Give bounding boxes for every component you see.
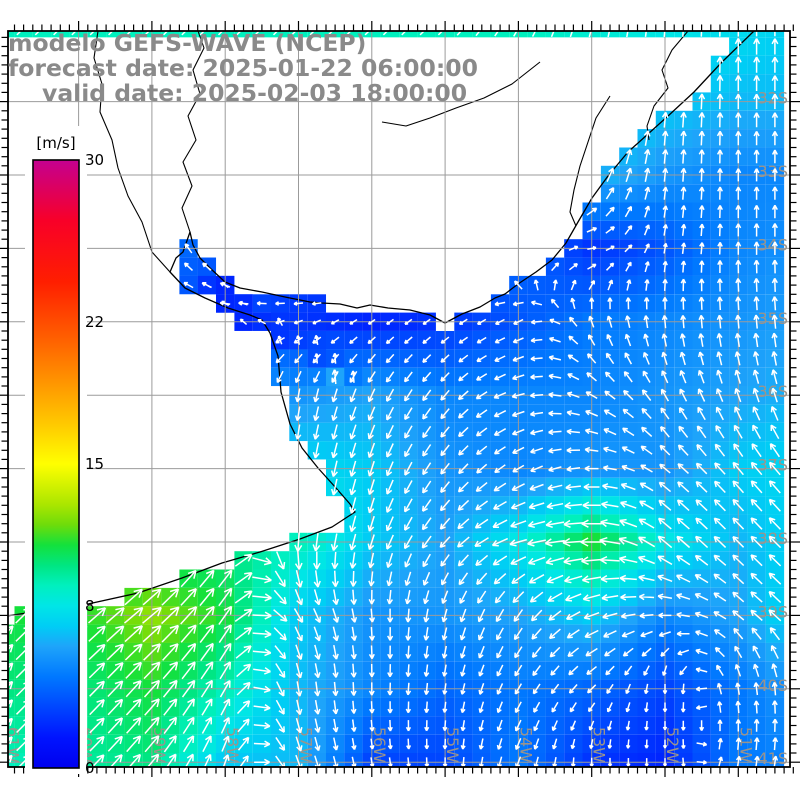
- wave-cell: [106, 31, 125, 38]
- wave-cell: [307, 31, 327, 38]
- wave-cell: [326, 31, 345, 38]
- colorbar-tick-label: 0: [85, 759, 95, 777]
- wave-cell: [8, 31, 15, 38]
- wave-cell: [51, 31, 70, 38]
- wave-cell: [179, 31, 198, 38]
- colorbar-tick-label: 30: [85, 151, 104, 169]
- colorbar-unit-label: [m/s]: [36, 134, 75, 152]
- axis-ticks: [0, 21, 800, 777]
- colorbar: [m/s] 30 22 15 8 0: [25, 126, 104, 777]
- forecast-date-line: forecast date: 2025-01-22 06:00:00: [8, 54, 478, 82]
- colorbar-gradient: [32, 159, 80, 769]
- coastline: [381, 61, 541, 127]
- wave-cell: [399, 31, 418, 38]
- wave-cell: [454, 31, 473, 38]
- coastline: [8, 31, 755, 617]
- colorbar-tick-label: 15: [85, 455, 104, 473]
- wave-cell: [381, 31, 400, 38]
- chart-title: modelo GEFS-WAVE (NCEP): [8, 29, 366, 57]
- colorbar-tick-label: 22: [85, 313, 104, 331]
- lon-label: 61W: [3, 727, 22, 763]
- wave-cell: [87, 31, 107, 38]
- wave-cell: [124, 31, 143, 38]
- wave-cell: [252, 31, 272, 38]
- map-frame-layer: [0, 21, 800, 777]
- lon-label: 59W: [150, 727, 169, 763]
- coastline: [93, 31, 171, 273]
- coastline: [646, 31, 689, 141]
- wave-cell: [545, 31, 565, 38]
- lon-label: 54W: [516, 727, 535, 763]
- coastline-layer: [8, 31, 755, 617]
- wave-cell: [161, 31, 180, 38]
- wave-cell: [8, 734, 15, 754]
- wave-cell: [600, 31, 620, 38]
- wave-cell: [14, 31, 33, 38]
- lon-label: 53W: [590, 727, 609, 763]
- wave-cell: [8, 698, 15, 717]
- lon-label: 51W: [736, 727, 755, 763]
- wave-cell: [197, 753, 217, 767]
- wave-cell: [417, 31, 436, 38]
- wave-cell: [8, 716, 15, 735]
- wind-arrows-layer: [8, 31, 782, 767]
- lon-label: 52W: [663, 727, 682, 763]
- valid-date-line: valid date: 2025-02-03 18:00:00: [42, 79, 467, 107]
- title-block: modelo GEFS-WAVE (NCEP) forecast date: 2…: [8, 29, 478, 107]
- wave-cell: [32, 31, 52, 38]
- lon-label: 56W: [370, 727, 389, 763]
- coastline: [569, 95, 611, 227]
- wave-cell: [527, 31, 546, 38]
- colorbar-tick-label: 8: [85, 597, 95, 615]
- lat-label: 38S: [757, 529, 788, 548]
- wave-cell: [197, 31, 217, 38]
- colorbar-tick-labels: 30 22 15 8 0: [85, 151, 104, 777]
- wave-cell: [344, 31, 363, 38]
- wave-cell: [637, 31, 656, 38]
- wave-cell: [271, 31, 290, 38]
- wave-cell: [490, 31, 510, 38]
- wind-direction-arrows: [8, 31, 782, 767]
- lon-label: 55W: [443, 727, 462, 763]
- wave-cell: [619, 31, 638, 38]
- lat-label: 41S: [757, 749, 788, 768]
- lat-label: 39S: [757, 602, 788, 621]
- wave-cell: [234, 31, 253, 38]
- lon-label: 57W: [297, 727, 316, 763]
- wave-cell: [472, 31, 491, 38]
- coastline: [181, 31, 205, 233]
- wave-cell: [564, 31, 583, 38]
